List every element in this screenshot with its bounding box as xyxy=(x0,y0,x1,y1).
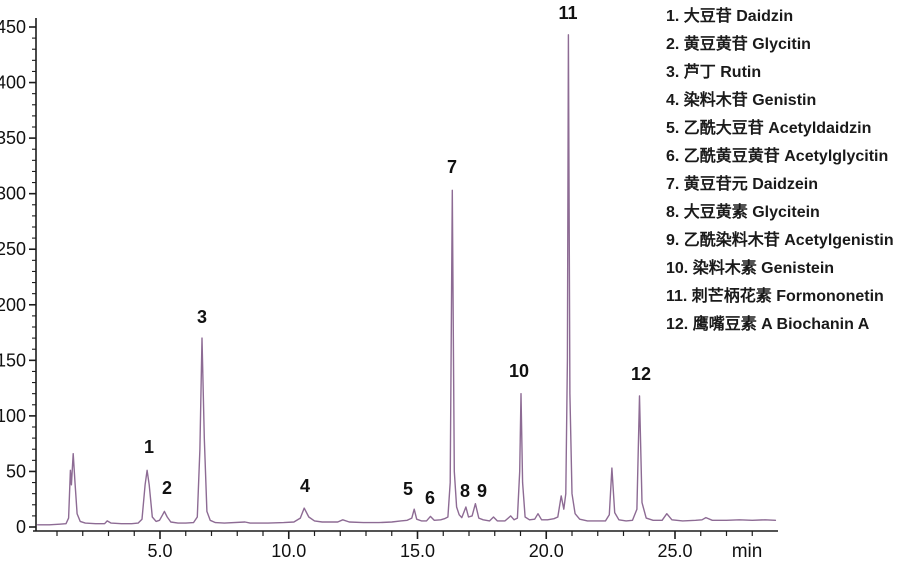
y-tick-label: 150 xyxy=(0,350,26,370)
peak-number-label-8: 8 xyxy=(460,481,470,501)
y-tick-label: 100 xyxy=(0,406,26,426)
y-tick-label: 200 xyxy=(0,295,26,315)
peak-number-label-3: 3 xyxy=(197,307,207,327)
y-tick-label: 0 xyxy=(16,517,26,537)
y-tick-label: 300 xyxy=(0,184,26,204)
legend-item: 4. 染料木苷 Genistin xyxy=(666,92,817,109)
x-tick-label: 25.0 xyxy=(657,541,692,561)
y-tick-label: 450 xyxy=(0,17,26,37)
peak-number-label-2: 2 xyxy=(162,478,172,498)
legend-item: 3. 芦丁 Rutin xyxy=(666,64,762,81)
y-tick-label: 350 xyxy=(0,128,26,148)
legend-item: 10. 染料木素 Genistein xyxy=(666,260,835,277)
peak-number-label-7: 7 xyxy=(447,157,457,177)
legend-item: 12. 鹰嘴豆素 A Biochanin A xyxy=(666,316,870,333)
legend-item: 8. 大豆黄素 Glycitein xyxy=(666,204,820,221)
legend-item: 6. 乙酰黄豆黄苷 Acetylglycitin xyxy=(666,148,889,165)
x-tick-label: 10.0 xyxy=(271,541,306,561)
y-tick-label: 250 xyxy=(0,239,26,259)
peak-number-label-6: 6 xyxy=(425,488,435,508)
x-tick-label: 5.0 xyxy=(147,541,172,561)
legend-item: 7. 黄豆苷元 Daidzein xyxy=(666,176,819,193)
legend-item: 1. 大豆苷 Daidzin xyxy=(666,8,794,25)
legend-item: 11. 刺芒柄花素 Formononetin xyxy=(666,288,884,305)
legend-item: 2. 黄豆黄苷 Glycitin xyxy=(666,36,811,53)
y-tick-label: 400 xyxy=(0,73,26,93)
peak-number-label-11: 11 xyxy=(558,3,577,23)
peak-number-label-1: 1 xyxy=(144,437,154,457)
legend-item: 5. 乙酰大豆苷 Acetyldaidzin xyxy=(666,120,872,137)
x-tick-label: 20.0 xyxy=(529,541,564,561)
legend-item: 9. 乙酰染料木苷 Acetylgenistin xyxy=(666,232,894,249)
peak-number-label-12: 12 xyxy=(631,364,651,384)
chromatogram-trace xyxy=(37,34,777,526)
peak-number-label-10: 10 xyxy=(509,361,529,381)
x-tick-label: 15.0 xyxy=(400,541,435,561)
peak-number-label-4: 4 xyxy=(300,476,310,496)
x-axis-unit-label: min xyxy=(732,541,763,562)
peak-number-label-5: 5 xyxy=(403,479,413,499)
y-tick-label: 50 xyxy=(6,461,26,481)
peak-number-label-9: 9 xyxy=(477,481,487,501)
compound-legend: 1. 大豆苷 Daidzin 2. 黄豆黄苷 Glycitin 3. 芦丁 Ruti… xyxy=(666,3,894,339)
